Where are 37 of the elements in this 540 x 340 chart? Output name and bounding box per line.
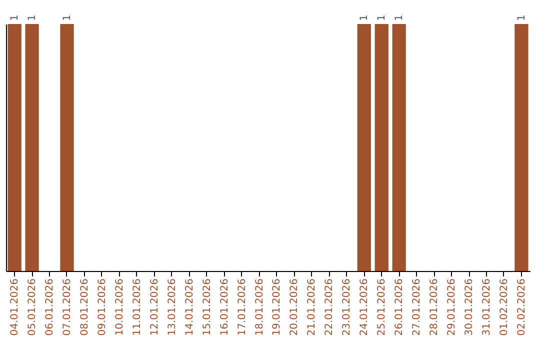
- x-tick-label: 21.01.2026: [306, 278, 318, 336]
- x-tick-label: 01.02.2026: [498, 278, 510, 336]
- x-tick-label: 05.01.2026: [27, 278, 38, 336]
- x-tick-label: 09.01.2026: [96, 278, 108, 336]
- x-tick-label: 28.01.2026: [429, 278, 440, 336]
- x-tick-label: 06.01.2026: [44, 278, 56, 336]
- x-tick-label: 31.01.2026: [481, 278, 492, 336]
- x-tick-label: 02.02.2026: [516, 278, 528, 336]
- x-tick-label: 22.01.2026: [324, 278, 336, 336]
- data-label: 1: [376, 14, 388, 21]
- x-tick-label: 08.01.2026: [79, 278, 90, 336]
- x-tick-label: 15.01.2026: [202, 278, 213, 336]
- data-label: 1: [394, 14, 406, 21]
- x-tick-label: 30.01.2026: [464, 278, 475, 336]
- x-tick-label: 17.01.2026: [236, 278, 248, 336]
- x-tick-label: 26.01.2026: [394, 278, 406, 336]
- x-tick-label: 29.01.2026: [446, 278, 458, 336]
- x-tick-label: 12.01.2026: [149, 278, 160, 336]
- data-label: 1: [516, 14, 528, 21]
- x-tick-label: 19.01.2026: [272, 278, 283, 336]
- data-label: 1: [359, 14, 370, 21]
- x-tick-label: 11.01.2026: [132, 278, 143, 336]
- data-label: 1: [10, 14, 21, 21]
- x-tick-label: 14.01.2026: [184, 278, 196, 336]
- x-tick-label: 16.01.2026: [219, 278, 230, 336]
- x-tick-label: 23.01.2026: [342, 278, 353, 336]
- data-label: 1: [62, 14, 73, 21]
- data-label: 1: [27, 14, 38, 21]
- x-tick-label: 25.01.2026: [376, 278, 388, 336]
- x-tick-label: 20.01.2026: [289, 278, 300, 336]
- x-tick-label: 07.01.2026: [62, 278, 73, 336]
- x-tick-label: 13.01.2026: [166, 278, 178, 336]
- x-tick-label: 27.01.2026: [412, 278, 423, 336]
- x-tick-label: 18.01.2026: [254, 278, 266, 336]
- x-tick-label: 04.01.2026: [10, 278, 21, 336]
- x-tick-label: 10.01.2026: [114, 278, 126, 336]
- x-tick-label: 24.01.2026: [359, 278, 370, 336]
